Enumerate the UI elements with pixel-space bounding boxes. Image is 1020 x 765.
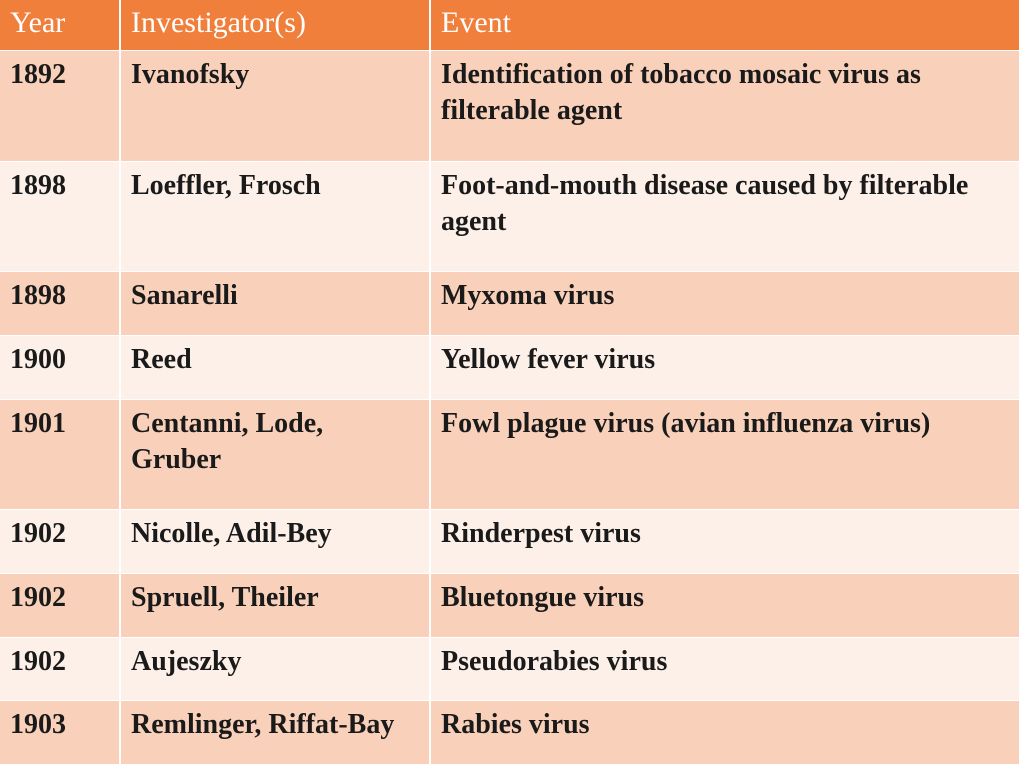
cell-inv: Aujeszky — [120, 637, 430, 701]
cell-year: 1898 — [0, 272, 120, 336]
cell-event: Fowl plague virus (avian influenza virus… — [430, 399, 1020, 510]
table-header-row: Year Investigator(s) Event — [0, 0, 1020, 51]
cell-year: 1900 — [0, 335, 120, 399]
table-row: 1902 Aujeszky Pseudorabies virus — [0, 637, 1020, 701]
cell-inv: Nicolle, Adil-Bey — [120, 510, 430, 574]
cell-year: 1902 — [0, 510, 120, 574]
cell-event: Rinderpest virus — [430, 510, 1020, 574]
cell-inv: Centanni, Lode, Gruber — [120, 399, 430, 510]
table-row: 1902 Spruell, Theiler Bluetongue virus — [0, 573, 1020, 637]
cell-inv: Loeffler, Frosch — [120, 161, 430, 272]
cell-inv: Remlinger, Riffat-Bay — [120, 701, 430, 765]
cell-inv: Sanarelli — [120, 272, 430, 336]
cell-event: Yellow fever virus — [430, 335, 1020, 399]
cell-event: Identification of tobacco mosaic virus a… — [430, 51, 1020, 162]
cell-year: 1898 — [0, 161, 120, 272]
table-row: 1898 Sanarelli Myxoma virus — [0, 272, 1020, 336]
cell-year: 1892 — [0, 51, 120, 162]
table-row: 1898 Loeffler, Frosch Foot-and-mouth dis… — [0, 161, 1020, 272]
cell-event: Foot-and-mouth disease caused by filtera… — [430, 161, 1020, 272]
cell-inv: Reed — [120, 335, 430, 399]
cell-year: 1903 — [0, 701, 120, 765]
table-row: 1892 Ivanofsky Identification of tobacco… — [0, 51, 1020, 162]
cell-year: 1901 — [0, 399, 120, 510]
table-row: 1902 Nicolle, Adil-Bey Rinderpest virus — [0, 510, 1020, 574]
cell-inv: Spruell, Theiler — [120, 573, 430, 637]
cell-event: Bluetongue virus — [430, 573, 1020, 637]
cell-year: 1902 — [0, 637, 120, 701]
col-header-event: Event — [430, 0, 1020, 51]
col-header-year: Year — [0, 0, 120, 51]
table-row: 1903 Remlinger, Riffat-Bay Rabies virus — [0, 701, 1020, 765]
cell-inv: Ivanofsky — [120, 51, 430, 162]
col-header-inv: Investigator(s) — [120, 0, 430, 51]
table-row: 1900 Reed Yellow fever virus — [0, 335, 1020, 399]
table-row: 1901 Centanni, Lode, Gruber Fowl plague … — [0, 399, 1020, 510]
cell-event: Rabies virus — [430, 701, 1020, 765]
cell-year: 1902 — [0, 573, 120, 637]
cell-event: Myxoma virus — [430, 272, 1020, 336]
virus-history-table: Year Investigator(s) Event 1892 Ivanofsk… — [0, 0, 1020, 765]
cell-event: Pseudorabies virus — [430, 637, 1020, 701]
